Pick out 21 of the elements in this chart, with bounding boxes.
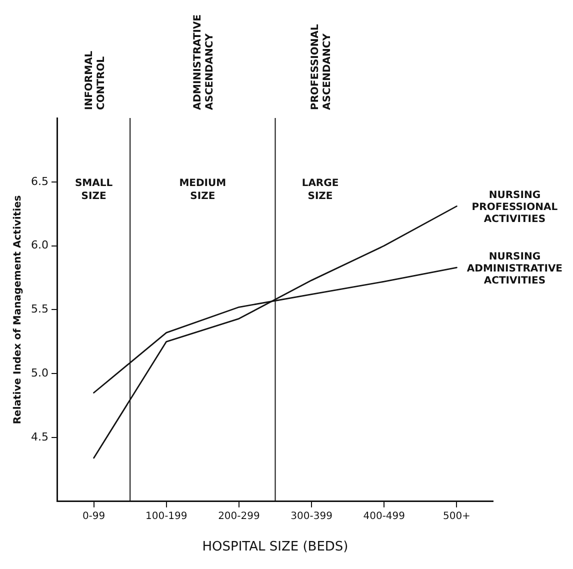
y-tick-label: 6.0	[30, 238, 48, 252]
series-label: NURSING PROFESSIONAL ACTIVITIES	[472, 190, 558, 226]
x-tick-label: 0-99	[82, 510, 106, 522]
y-tick-label: 4.5	[30, 430, 48, 444]
x-tick-label: 500+	[442, 510, 470, 522]
y-tick-label: 5.0	[30, 366, 48, 380]
x-axis-title: HOSPITAL SIZE (BEDS)	[202, 540, 348, 555]
annotation: SMALL SIZE	[74, 178, 114, 202]
annotation: MEDIUM SIZE	[179, 178, 226, 202]
series-label: NURSING ADMINISTRATIVE ACTIVITIES	[466, 252, 563, 287]
x-tick-label: 200-299	[218, 510, 260, 522]
text: INFORMAL CONTROL	[84, 50, 107, 110]
text: ADMINISTRATIVE ASCENDANCY	[192, 14, 216, 110]
y-tick-label: 6.5	[30, 174, 48, 188]
text: PROFESSIONAL ASCENDANCY	[310, 24, 334, 110]
y-axis-title: Relative Index of Management Activities	[12, 195, 24, 424]
x-tick-label: 100-199	[145, 510, 188, 522]
y-tick-label: 5.5	[30, 302, 48, 316]
x-tick-label: 300-399	[290, 510, 332, 522]
annotation: LARGE SIZE	[302, 178, 339, 202]
x-tick-label: 400-499	[363, 510, 406, 522]
